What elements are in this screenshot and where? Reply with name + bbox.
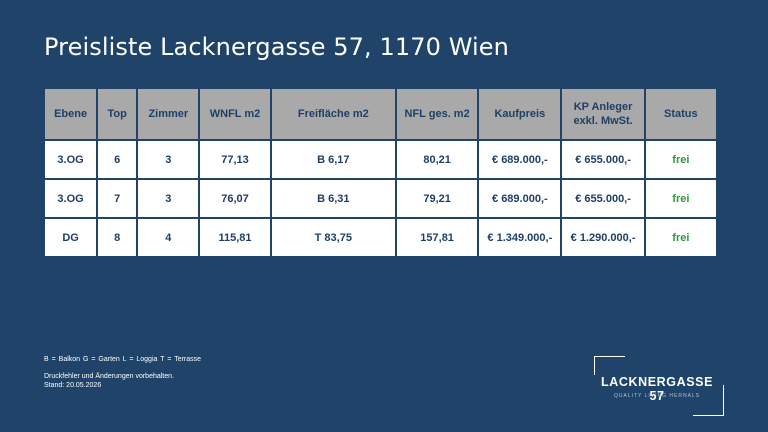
cell-nfl: 157,81 xyxy=(397,219,478,256)
cell-freiflaeche: B 6,31 xyxy=(271,180,395,217)
cell-zimmer: 3 xyxy=(138,180,199,217)
cell-kaufpreis: € 689.000,- xyxy=(479,141,561,178)
cell-top: 6 xyxy=(98,141,137,178)
price-table: Ebene Top Zimmer WNFL m2 Freifläche m2 N… xyxy=(43,87,718,258)
cell-wnfl: 77,13 xyxy=(200,141,270,178)
header-wnfl: WNFL m2 xyxy=(200,89,270,139)
cell-status: frei xyxy=(645,219,716,256)
disclaimer-line: Druckfehler und Änderungen vorbehalten. xyxy=(44,373,174,380)
header-status: Status xyxy=(645,89,716,139)
cell-top: 8 xyxy=(98,219,137,256)
cell-freiflaeche: T 83,75 xyxy=(271,219,395,256)
cell-top: 7 xyxy=(98,180,137,217)
cell-freiflaeche: B 6,17 xyxy=(271,141,395,178)
header-zimmer: Zimmer xyxy=(138,89,199,139)
cell-status: frei xyxy=(645,180,716,217)
cell-ebene: DG xyxy=(45,219,97,256)
header-kaufpreis: Kaufpreis xyxy=(479,89,561,139)
cell-zimmer: 3 xyxy=(138,141,199,178)
cell-kaufpreis: € 689.000,- xyxy=(479,180,561,217)
cell-nfl: 80,21 xyxy=(397,141,478,178)
cell-ebene: 3.OG xyxy=(45,180,97,217)
logo: LACKNERGASSE 57 QUALITY LIVING HERNALS xyxy=(594,356,724,416)
cell-kp-anleger: € 1.290.000,- xyxy=(562,219,644,256)
cell-ebene: 3.OG xyxy=(45,141,97,178)
cell-zimmer: 4 xyxy=(138,219,199,256)
cell-wnfl: 115,81 xyxy=(200,219,270,256)
disclaimer: Druckfehler und Änderungen vorbehalten. … xyxy=(44,372,174,390)
logo-tagline: QUALITY LIVING HERNALS xyxy=(613,393,701,399)
legend-text: B = Balkon G = Garten L = Loggia T = Ter… xyxy=(44,356,202,363)
logo-frame-corner xyxy=(594,356,625,375)
table-row: 3.OG 7 3 76,07 B 6,31 79,21 € 689.000,- … xyxy=(45,180,716,217)
logo-frame-corner xyxy=(693,385,724,416)
cell-status: frei xyxy=(645,141,716,178)
table-header-row: Ebene Top Zimmer WNFL m2 Freifläche m2 N… xyxy=(45,89,716,139)
cell-kp-anleger: € 655.000,- xyxy=(562,180,644,217)
table-row: 3.OG 6 3 77,13 B 6,17 80,21 € 689.000,- … xyxy=(45,141,716,178)
header-top: Top xyxy=(98,89,137,139)
header-kp-anleger: KP Anleger exkl. MwSt. xyxy=(562,89,644,139)
header-freiflaeche: Freifläche m2 xyxy=(271,89,395,139)
cell-nfl: 79,21 xyxy=(397,180,478,217)
cell-kaufpreis: € 1.349.000,- xyxy=(479,219,561,256)
cell-kp-anleger: € 655.000,- xyxy=(562,141,644,178)
cell-wnfl: 76,07 xyxy=(200,180,270,217)
header-ebene: Ebene xyxy=(45,89,97,139)
header-nfl: NFL ges. m2 xyxy=(397,89,478,139)
table-row: DG 8 4 115,81 T 83,75 157,81 € 1.349.000… xyxy=(45,219,716,256)
logo-name: LACKNERGASSE 57 xyxy=(600,375,714,403)
page-title: Preisliste Lacknergasse 57, 1170 Wien xyxy=(44,33,509,61)
date-line: Stand: 20.05.2026 xyxy=(44,382,102,389)
